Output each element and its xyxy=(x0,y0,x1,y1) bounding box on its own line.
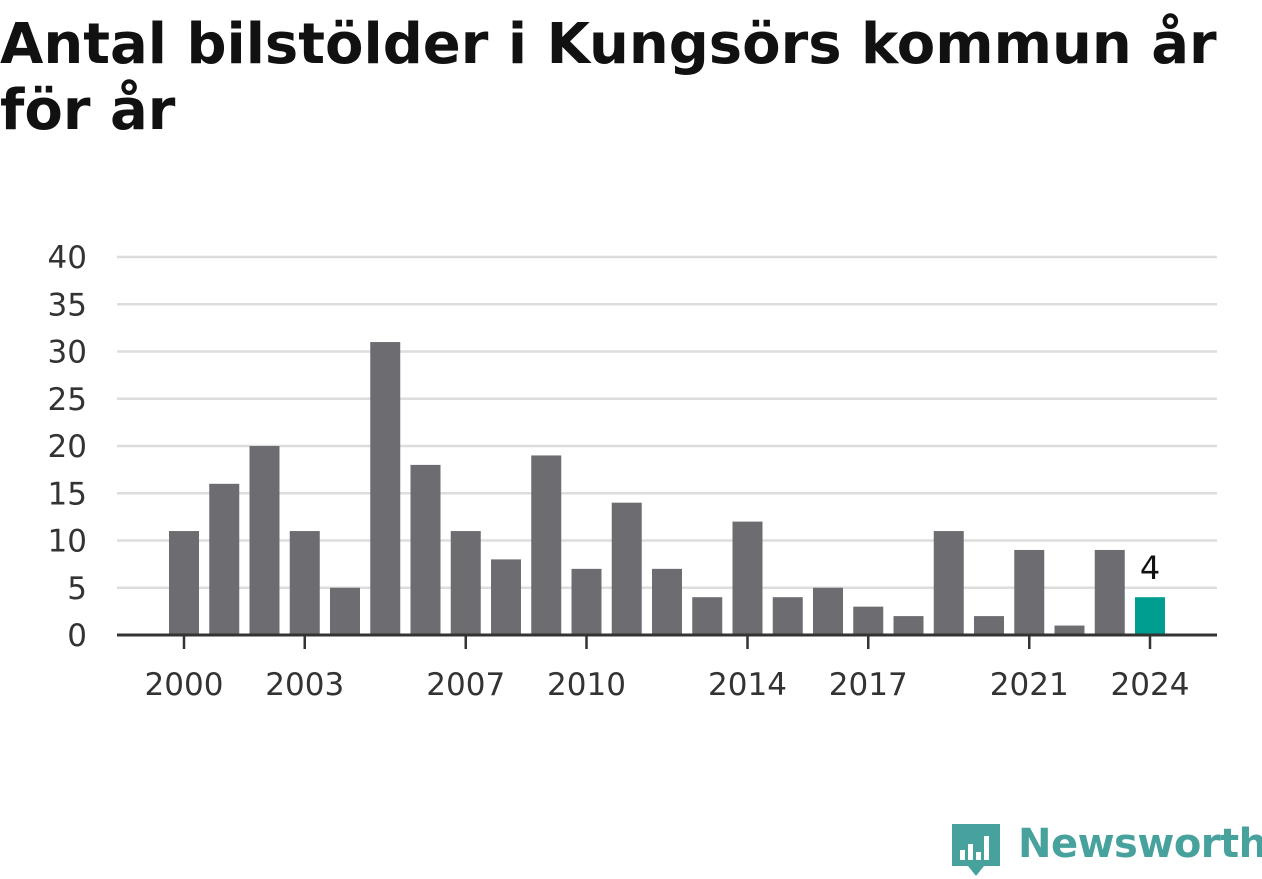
bar xyxy=(370,342,401,635)
y-tick-label: 20 xyxy=(48,429,87,465)
bar xyxy=(289,531,320,635)
y-tick-label: 15 xyxy=(48,476,87,512)
bar xyxy=(1014,549,1045,635)
bar xyxy=(692,597,723,635)
y-tick-label: 25 xyxy=(48,382,87,418)
newsworthy-logo: Newsworthy xyxy=(950,818,1262,878)
bar xyxy=(611,502,642,635)
bar xyxy=(1135,597,1165,635)
chart-title: Antal bilstölder i Kungsörs kommun år fö… xyxy=(0,12,1217,143)
bar xyxy=(974,616,1004,635)
bar xyxy=(209,483,240,635)
data-labels: 4 xyxy=(1140,549,1160,587)
x-tick-label: 2021 xyxy=(990,667,1069,703)
x-tick-label: 2014 xyxy=(708,667,787,703)
bar xyxy=(410,464,441,635)
y-tick-label: 40 xyxy=(48,240,87,276)
x-tick-label: 2000 xyxy=(145,667,224,703)
bar xyxy=(853,606,884,635)
bar xyxy=(450,531,481,635)
x-tick-label: 2024 xyxy=(1111,667,1190,703)
bar xyxy=(652,568,682,635)
bar xyxy=(571,568,602,635)
x-tick-label: 2007 xyxy=(426,667,505,703)
y-tick-label: 30 xyxy=(48,335,87,371)
bar xyxy=(813,587,843,635)
bar-chart-speech-bubble-icon xyxy=(952,824,1000,876)
x-axis-ticks: 2000 2003 2007 2010 2014 2017 2021 2024 xyxy=(145,635,1190,703)
bar xyxy=(491,559,521,635)
grid-lines xyxy=(117,255,1217,589)
x-tick-label: 2017 xyxy=(829,667,908,703)
bar xyxy=(732,521,763,635)
bar xyxy=(1054,625,1085,635)
y-axis-tick-labels: 0 5 10 15 20 25 30 35 40 xyxy=(48,240,87,654)
bar xyxy=(249,446,280,635)
bar xyxy=(169,531,199,635)
brand-name: Newsworthy xyxy=(1018,821,1262,867)
y-tick-label: 0 xyxy=(67,618,87,654)
y-tick-label: 10 xyxy=(48,524,87,560)
y-tick-label: 35 xyxy=(48,287,87,323)
bars xyxy=(169,342,1165,635)
bar xyxy=(772,597,803,635)
y-tick-label: 5 xyxy=(67,571,87,607)
bar xyxy=(330,587,360,635)
bar xyxy=(531,455,562,635)
x-tick-label: 2003 xyxy=(265,667,344,703)
x-tick-label: 2010 xyxy=(547,667,626,703)
bar xyxy=(933,531,964,635)
bar xyxy=(893,616,924,635)
highlight-value-label: 4 xyxy=(1140,549,1160,587)
bar xyxy=(1094,549,1125,635)
